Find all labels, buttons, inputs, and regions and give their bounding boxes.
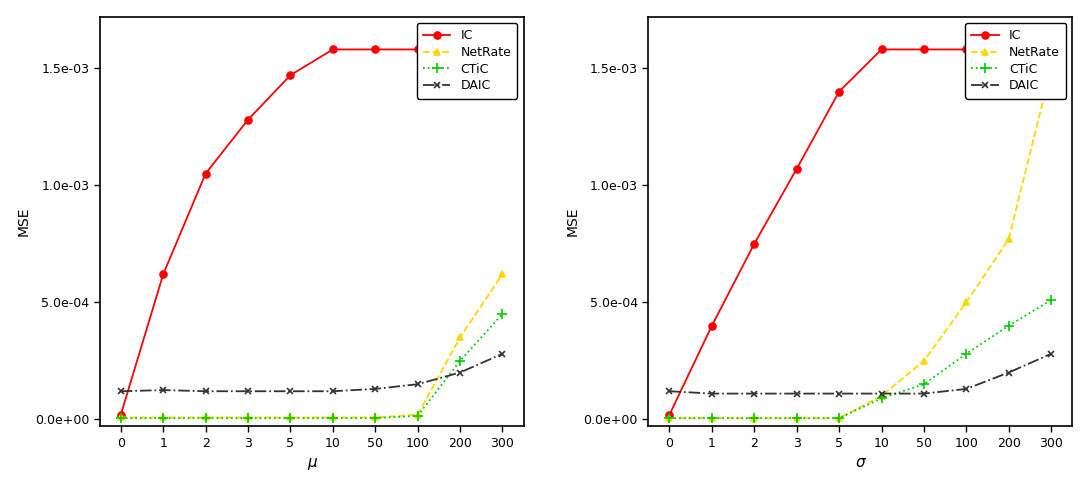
X-axis label: σ: σ: [856, 455, 865, 470]
DAIC: [327, 388, 340, 394]
IC: [959, 47, 972, 53]
DAIC: [199, 388, 212, 394]
NetRate: [1044, 65, 1057, 71]
NetRate: [833, 415, 846, 421]
NetRate: [495, 271, 509, 277]
NetRate: [874, 393, 888, 399]
DAIC: [453, 370, 466, 375]
IC: [791, 166, 804, 172]
DAIC: [1002, 370, 1015, 375]
CTiC: [1002, 323, 1015, 329]
DAIC: [833, 391, 846, 396]
IC: [242, 117, 255, 123]
IC: [453, 47, 466, 53]
Line: IC: IC: [118, 46, 506, 418]
DAIC: [412, 381, 425, 387]
IC: [748, 241, 761, 247]
CTiC: [453, 358, 466, 364]
IC: [369, 47, 382, 53]
IC: [327, 47, 340, 53]
CTiC: [327, 415, 340, 421]
IC: [495, 47, 509, 53]
CTiC: [748, 415, 761, 421]
NetRate: [706, 415, 719, 421]
Line: NetRate: NetRate: [118, 271, 506, 421]
DAIC: [663, 388, 676, 394]
NetRate: [791, 415, 804, 421]
CTiC: [833, 415, 846, 421]
Legend: IC, NetRate, CTiC, DAIC: IC, NetRate, CTiC, DAIC: [965, 23, 1066, 99]
IC: [917, 47, 930, 53]
IC: [833, 89, 846, 94]
NetRate: [157, 414, 170, 420]
IC: [412, 47, 425, 53]
NetRate: [959, 300, 972, 305]
DAIC: [1044, 351, 1057, 356]
DAIC: [874, 391, 888, 396]
NetRate: [114, 414, 127, 420]
CTiC: [157, 415, 170, 421]
IC: [1044, 47, 1057, 53]
IC: [663, 412, 676, 417]
X-axis label: μ: μ: [307, 455, 317, 470]
DAIC: [284, 388, 297, 394]
NetRate: [412, 412, 425, 417]
IC: [1002, 47, 1015, 53]
IC: [114, 412, 127, 417]
DAIC: [242, 388, 255, 394]
NetRate: [284, 414, 297, 420]
CTiC: [284, 415, 297, 421]
DAIC: [495, 351, 509, 356]
NetRate: [369, 414, 382, 420]
Line: DAIC: DAIC: [666, 350, 1054, 397]
Y-axis label: MSE: MSE: [565, 207, 579, 236]
CTiC: [242, 415, 255, 421]
CTiC: [1044, 297, 1057, 303]
IC: [874, 47, 888, 53]
CTiC: [917, 381, 930, 387]
IC: [157, 271, 170, 277]
NetRate: [663, 415, 676, 421]
CTiC: [369, 415, 382, 421]
NetRate: [748, 415, 761, 421]
CTiC: [199, 415, 212, 421]
CTiC: [663, 415, 676, 421]
NetRate: [1002, 236, 1015, 242]
Line: DAIC: DAIC: [118, 350, 506, 395]
DAIC: [114, 388, 127, 394]
CTiC: [412, 413, 425, 419]
Legend: IC, NetRate, CTiC, DAIC: IC, NetRate, CTiC, DAIC: [416, 23, 517, 99]
DAIC: [369, 386, 382, 392]
CTiC: [959, 351, 972, 356]
DAIC: [959, 386, 972, 392]
CTiC: [791, 415, 804, 421]
DAIC: [706, 391, 719, 396]
CTiC: [495, 311, 509, 317]
DAIC: [157, 387, 170, 393]
DAIC: [917, 391, 930, 396]
DAIC: [748, 391, 761, 396]
DAIC: [791, 391, 804, 396]
IC: [284, 72, 297, 78]
NetRate: [327, 414, 340, 420]
Line: CTiC: CTiC: [115, 309, 507, 423]
Line: IC: IC: [666, 46, 1054, 418]
IC: [199, 170, 212, 176]
NetRate: [199, 414, 212, 420]
CTiC: [114, 415, 127, 421]
CTiC: [706, 415, 719, 421]
Line: NetRate: NetRate: [666, 65, 1054, 422]
Y-axis label: MSE: MSE: [16, 207, 30, 236]
IC: [706, 323, 719, 329]
CTiC: [874, 395, 888, 401]
NetRate: [917, 358, 930, 364]
Line: CTiC: CTiC: [664, 295, 1056, 423]
NetRate: [242, 414, 255, 420]
NetRate: [453, 335, 466, 340]
